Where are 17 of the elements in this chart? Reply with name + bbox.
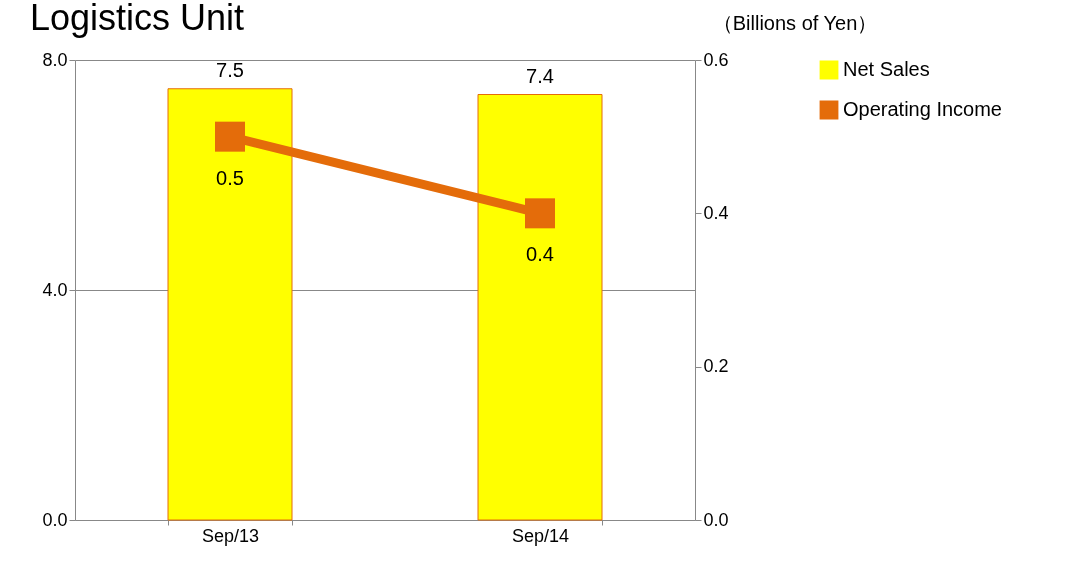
data-label: 0.5	[216, 166, 244, 189]
y2-tick-label: 0.6	[703, 49, 729, 70]
y2-tick-label: 0.2	[703, 356, 729, 377]
x-tick-label: Sep/13	[201, 525, 260, 546]
text: （Billions of Yen）	[712, 12, 878, 34]
data-label: 7.5	[216, 58, 244, 81]
data-label: 7.4	[526, 64, 554, 87]
data-label: 0.4	[526, 243, 554, 266]
y-tick-label: 8.0	[42, 49, 68, 70]
y-tick-label: 4.0	[42, 279, 68, 300]
legend-label: Operating Income	[843, 98, 1002, 120]
chart-title: Logistics Unit	[30, 0, 245, 38]
y2-tick-label: 0.0	[703, 509, 729, 530]
y-tick-label: 0.0	[42, 509, 68, 530]
y2-tick-label: 0.4	[703, 202, 729, 223]
x-tick-label: Sep/14	[511, 525, 570, 546]
legend-label: Net Sales	[843, 58, 930, 80]
